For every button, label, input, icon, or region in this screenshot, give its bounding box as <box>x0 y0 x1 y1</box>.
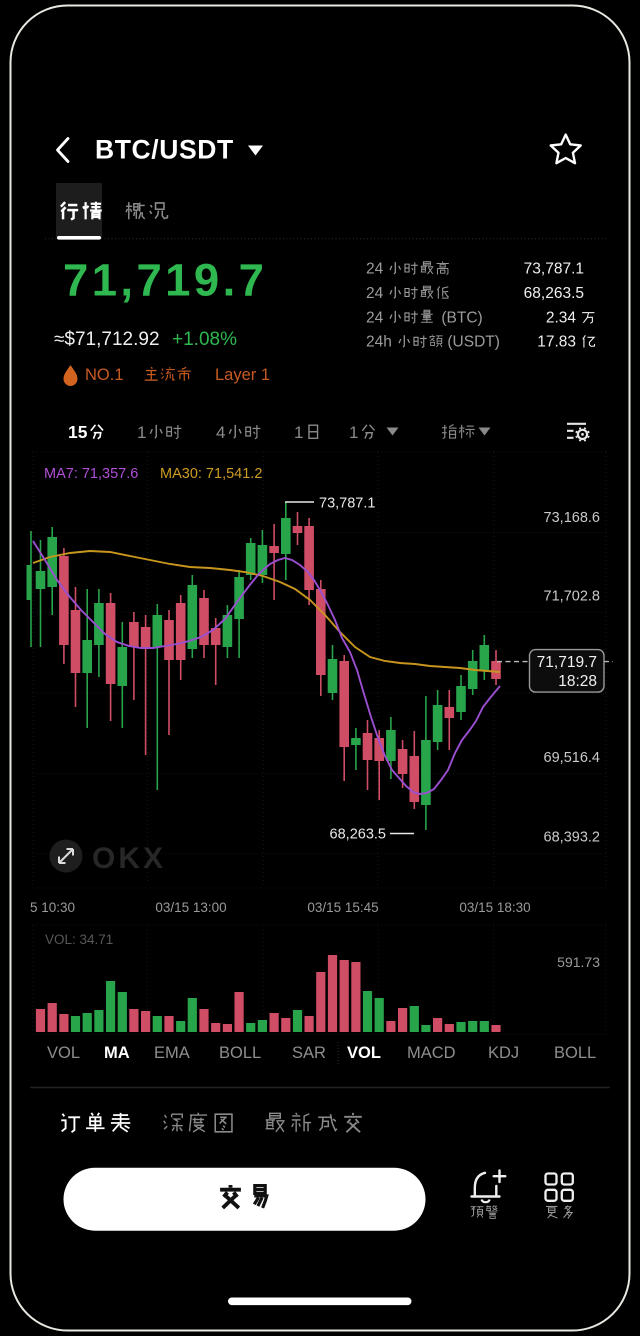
svg-text:591.73: 591.73 <box>557 954 600 970</box>
svg-text:71,702.8: 71,702.8 <box>544 589 600 605</box>
svg-text:15: 15 <box>68 422 88 442</box>
svg-text:5 10:30: 5 10:30 <box>30 900 75 915</box>
svg-text:SAR: SAR <box>292 1044 326 1062</box>
svg-text:68,393.2: 68,393.2 <box>544 829 600 845</box>
svg-text:1: 1 <box>137 423 146 442</box>
svg-text:03/15 13:00: 03/15 13:00 <box>155 900 226 915</box>
svg-text:Layer 1: Layer 1 <box>215 366 270 384</box>
svg-text:24: 24 <box>366 261 384 278</box>
svg-text:73,787.1: 73,787.1 <box>524 261 584 278</box>
svg-text:68,263.5: 68,263.5 <box>524 285 584 302</box>
svg-text:≈$71,712.92: ≈$71,712.92 <box>54 329 160 350</box>
svg-text:VOL: VOL <box>347 1044 381 1062</box>
svg-text:BTC/USDT: BTC/USDT <box>95 135 234 165</box>
svg-text:VOL: VOL <box>47 1044 80 1062</box>
svg-text:71,719.7: 71,719.7 <box>63 255 267 306</box>
svg-text:73,168.6: 73,168.6 <box>544 510 600 526</box>
svg-text:2.34: 2.34 <box>546 309 577 326</box>
svg-text:68,263.5: 68,263.5 <box>330 827 386 843</box>
svg-text:BOLL: BOLL <box>219 1044 261 1062</box>
svg-text:1: 1 <box>294 423 303 442</box>
svg-text:MA7: 71,357.6: MA7: 71,357.6 <box>44 466 138 482</box>
svg-text:VOL: 34.71: VOL: 34.71 <box>45 932 113 947</box>
svg-text:73,787.1: 73,787.1 <box>319 496 375 512</box>
svg-text:24: 24 <box>366 309 384 326</box>
svg-text:MACD: MACD <box>407 1044 456 1062</box>
svg-text:17.83: 17.83 <box>537 334 576 351</box>
svg-text:03/15 15:45: 03/15 15:45 <box>307 900 378 915</box>
svg-text:1: 1 <box>349 423 358 442</box>
svg-text:+1.08%: +1.08% <box>172 329 237 350</box>
svg-text:(USDT): (USDT) <box>447 334 500 351</box>
svg-text:OKX: OKX <box>92 842 166 875</box>
svg-text:69,516.4: 69,516.4 <box>544 750 600 766</box>
svg-text:BOLL: BOLL <box>554 1044 596 1062</box>
svg-text:KDJ: KDJ <box>488 1044 519 1062</box>
svg-text:24: 24 <box>366 285 384 302</box>
svg-text:03/15 18:30: 03/15 18:30 <box>459 900 530 915</box>
svg-text:NO.1: NO.1 <box>85 366 124 384</box>
svg-text:18:28: 18:28 <box>558 673 597 690</box>
svg-text:4: 4 <box>216 423 225 442</box>
svg-text:(BTC): (BTC) <box>441 309 482 326</box>
svg-text:MA: MA <box>104 1044 130 1062</box>
svg-text:24h: 24h <box>366 334 392 351</box>
svg-text:MA30: 71,541.2: MA30: 71,541.2 <box>160 466 262 482</box>
svg-text:EMA: EMA <box>154 1044 190 1062</box>
svg-text:71,719.7: 71,719.7 <box>537 654 597 671</box>
